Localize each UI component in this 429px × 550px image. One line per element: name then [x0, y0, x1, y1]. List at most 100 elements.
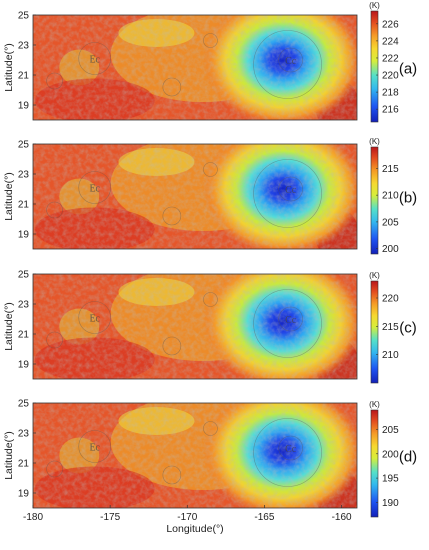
x-tick-label: -165 — [254, 512, 274, 523]
crater-outline — [278, 47, 303, 73]
colorbar-tick-label: 220 — [382, 294, 399, 305]
panel-label: (a) — [399, 61, 417, 78]
crater-outline — [203, 292, 218, 307]
y-axis-label: Latitude(°) — [3, 302, 15, 351]
colorbar-tick-label: 205 — [382, 425, 399, 436]
panel-label: (c) — [399, 320, 417, 337]
crater-outline — [78, 430, 112, 463]
y-tick-label: 19 — [18, 230, 30, 241]
colorbar-unit: (K) — [369, 271, 380, 280]
temperature-map: Ec Cc — [33, 274, 357, 379]
crater-outline — [253, 30, 322, 99]
colorbar-tick-label: 224 — [382, 36, 399, 47]
crater-outline — [78, 301, 112, 334]
crater-outline — [78, 42, 112, 75]
temperature-map: Ec Cc — [33, 403, 357, 508]
y-tick-label: 19 — [18, 360, 30, 371]
colorbar-scale — [370, 280, 379, 384]
plot-frame — [32, 14, 358, 121]
panel-d: Ec Cc 19 21 23 25 Latitude(°) -180 -175 -170 -165 -… — [3, 399, 417, 536]
y-tick-label: 25 — [18, 11, 30, 22]
y-tick-label: 23 — [18, 41, 30, 52]
colorbar: 210 215 220 (K) — [369, 271, 399, 384]
crater-outline — [278, 306, 303, 332]
colorbar-tick-label: 200 — [382, 244, 399, 255]
y-tick-label: 25 — [18, 399, 30, 410]
x-tick-label: -180 — [23, 512, 43, 523]
plot-frame — [32, 143, 358, 250]
colorbar-scale — [370, 146, 379, 255]
crater-outline — [253, 289, 322, 358]
crater-outline — [46, 331, 63, 349]
plot-frame — [32, 402, 358, 509]
crater-outline — [278, 435, 303, 461]
crater-outline — [162, 336, 182, 356]
colorbar-scale — [370, 409, 379, 518]
y-tick-label: 21 — [18, 330, 30, 341]
terrain-shading — [33, 144, 357, 249]
colorbar-tick-label: 215 — [382, 322, 399, 333]
crater-outline — [78, 171, 112, 204]
x-axis-label: Longitude(°) — [166, 523, 223, 535]
crater-outline — [278, 176, 303, 202]
colorbar-tick-label: 190 — [382, 498, 399, 509]
crater-outline — [253, 418, 322, 487]
colorbar-tick-label: 222 — [382, 53, 399, 64]
crater-label: Cc — [285, 444, 297, 455]
crater-outline — [162, 206, 182, 226]
y-tick-label: 25 — [18, 140, 30, 151]
colorbar-tick-label: 218 — [382, 88, 399, 99]
colorbar-unit: (K) — [369, 1, 380, 10]
terrain-shading — [33, 15, 357, 120]
colorbar-scale — [370, 10, 379, 123]
y-tick-label: 21 — [18, 200, 30, 211]
panel-label: (b) — [399, 190, 417, 207]
crater-outline — [162, 465, 182, 485]
crater-outline — [46, 72, 63, 90]
crater-label: Ec — [89, 443, 100, 454]
colorbar: 200 205 210 215 (K) — [369, 137, 399, 255]
y-tick-label: 19 — [18, 489, 30, 500]
colorbar-tick-label: 205 — [382, 217, 399, 228]
panel-label: (d) — [399, 449, 417, 466]
crater-outline — [203, 33, 218, 48]
colorbar-tick-label: 210 — [382, 350, 399, 361]
crater-label: Cc — [285, 56, 297, 67]
panel-c: Ec Cc 19 21 23 25 Latitude(°) 210 215 220 (K) (c) — [3, 270, 417, 384]
panel-a: Ec Cc 19 21 23 25 Latitude(°) 216 218 220 222 224 22… — [3, 1, 417, 123]
colorbar-tick-label: 210 — [382, 191, 399, 202]
crater-outline — [46, 460, 63, 478]
colorbar-tick-label: 200 — [382, 449, 399, 460]
colorbar-tick-label: 226 — [382, 19, 399, 30]
x-tick-label: -175 — [100, 512, 120, 523]
crater-label: Ec — [89, 55, 100, 66]
crater-outline — [162, 77, 182, 97]
crater-label: Ec — [89, 314, 100, 325]
crater-outline — [203, 421, 218, 436]
colorbar-tick-label: 215 — [382, 164, 399, 175]
temperature-map: Ec Cc — [33, 144, 357, 249]
panels: Ec Cc 19 21 23 25 Latitude(°) 216 218 220 222 224 22… — [3, 1, 417, 536]
crater-outline — [253, 159, 322, 228]
colorbar-unit: (K) — [369, 400, 380, 409]
y-axis-label: Latitude(°) — [3, 431, 15, 480]
y-axis-label: Latitude(°) — [3, 172, 15, 221]
panel-b: Ec Cc 19 21 23 25 Latitude(°) 200 205 210 215 (K) (b… — [3, 137, 417, 255]
y-tick-label: 23 — [18, 300, 30, 311]
x-tick-label: -160 — [332, 512, 352, 523]
x-tick-label: -170 — [177, 512, 197, 523]
crater-label: Ec — [89, 184, 100, 195]
colorbar-tick-label: 220 — [382, 71, 399, 82]
y-tick-label: 23 — [18, 429, 30, 440]
y-tick-label: 23 — [18, 170, 30, 181]
temperature-map: Ec Cc — [33, 15, 357, 120]
colorbar-unit: (K) — [369, 137, 380, 146]
crater-label: Cc — [285, 315, 297, 326]
colorbar: 216 218 220 222 224 226(K) — [369, 1, 399, 123]
colorbar-tick-label: 216 — [382, 105, 399, 116]
plot-frame — [32, 273, 358, 380]
crater-label: Cc — [285, 185, 297, 196]
crater-outline — [203, 162, 218, 177]
terrain-shading — [33, 274, 357, 379]
terrain-shading — [33, 403, 357, 508]
